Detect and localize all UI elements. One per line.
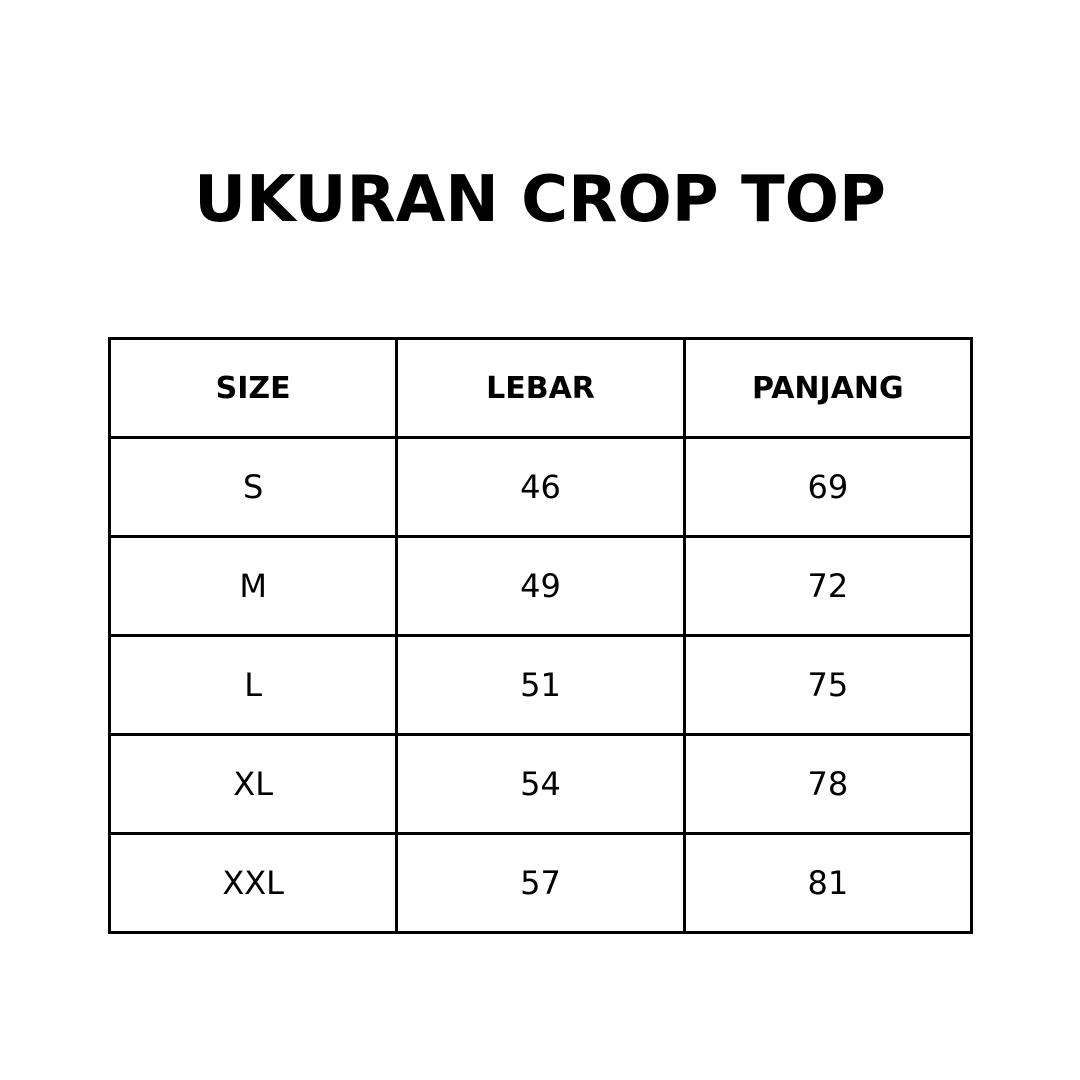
table-row: M 49 72 xyxy=(107,535,974,637)
column-header-panjang: PANJANG xyxy=(682,337,974,439)
cell-panjang: 78 xyxy=(682,733,974,835)
cell-lebar: 46 xyxy=(395,436,686,538)
cell-size: XL xyxy=(107,733,399,835)
page-title: UKURAN CROP TOP xyxy=(194,163,886,237)
table-row: XXL 57 81 xyxy=(107,832,974,934)
table-header-row: SIZE LEBAR PANJANG xyxy=(107,337,974,439)
table-header: SIZE LEBAR PANJANG xyxy=(107,337,974,439)
table-row: XL 54 78 xyxy=(107,733,974,835)
cell-lebar: 51 xyxy=(395,634,686,736)
table-body: S 46 69 M 49 72 L 51 75 XL 54 78 XXL 57 … xyxy=(107,436,974,934)
size-chart-table: SIZE LEBAR PANJANG S 46 69 M 49 72 L 51 … xyxy=(107,337,974,934)
cell-lebar: 49 xyxy=(395,535,686,637)
table-row: L 51 75 xyxy=(107,634,974,736)
cell-panjang: 72 xyxy=(682,535,974,637)
cell-size: S xyxy=(107,436,399,538)
cell-lebar: 57 xyxy=(395,832,686,934)
column-header-lebar: LEBAR xyxy=(395,337,686,439)
cell-size: L xyxy=(107,634,399,736)
column-header-size: SIZE xyxy=(107,337,399,439)
cell-panjang: 69 xyxy=(682,436,974,538)
cell-size: XXL xyxy=(107,832,399,934)
cell-size: M xyxy=(107,535,399,637)
table-row: S 46 69 xyxy=(107,436,974,538)
cell-panjang: 75 xyxy=(682,634,974,736)
cell-lebar: 54 xyxy=(395,733,686,835)
cell-panjang: 81 xyxy=(682,832,974,934)
